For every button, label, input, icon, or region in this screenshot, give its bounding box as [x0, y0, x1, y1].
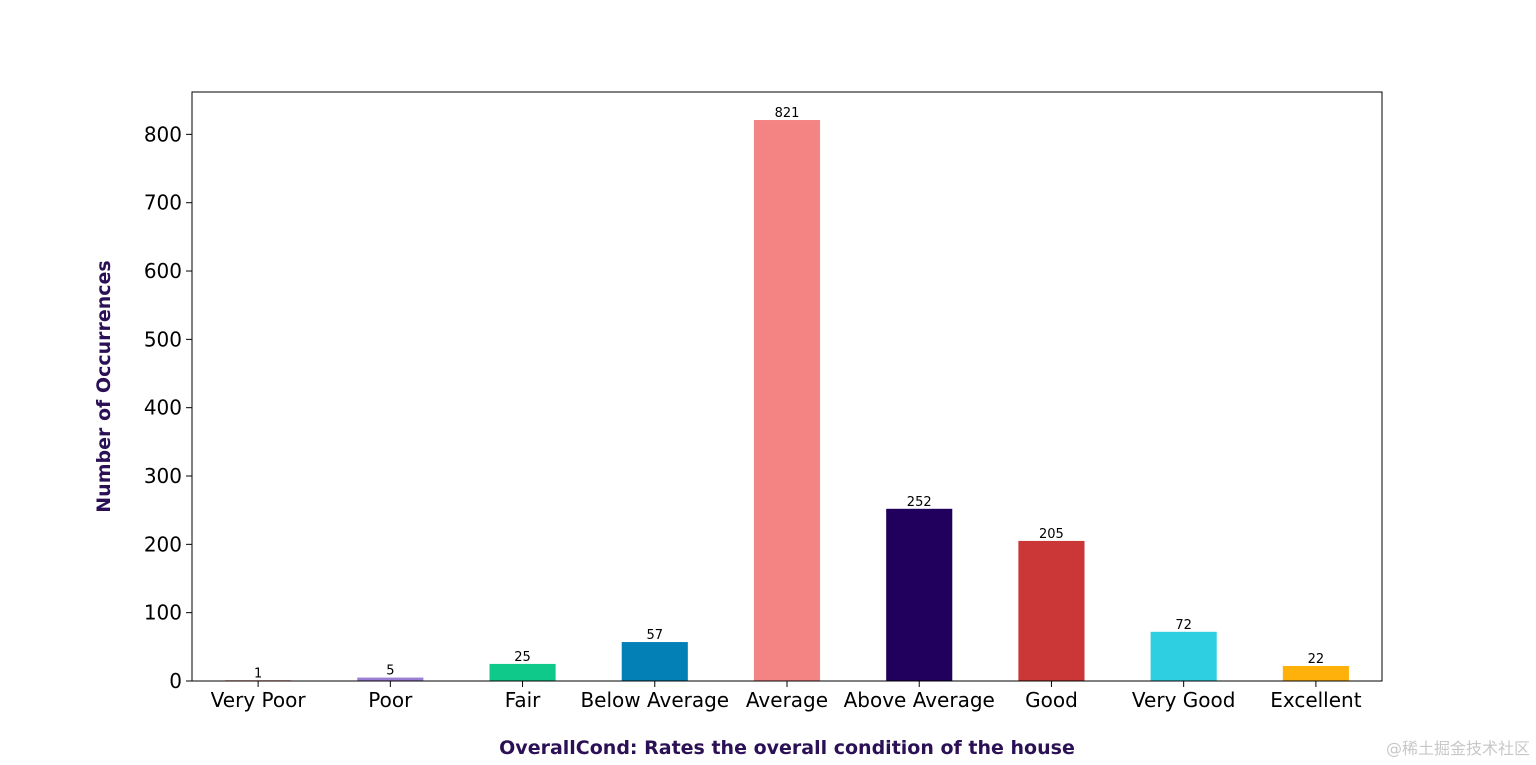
x-tick-label: Below Average [580, 688, 729, 712]
y-tick-label: 700 [144, 191, 182, 215]
bar-average [753, 120, 821, 682]
x-tick-label: Poor [368, 688, 413, 712]
y-tick-label: 400 [144, 396, 182, 420]
bar-value-label: 252 [907, 495, 932, 510]
bar-value-label: 205 [1039, 527, 1064, 542]
bar-value-label: 25 [514, 650, 531, 665]
bar-value-label: 57 [647, 628, 664, 643]
bar-poor [357, 677, 424, 681]
bar-labels-group: 1 5 25 57 821 252 205 72 22 [254, 106, 1324, 681]
x-tick-label: Excellent [1270, 688, 1362, 712]
y-tick-label: 100 [144, 601, 182, 625]
bar-good [1018, 540, 1085, 681]
x-tick-label: Good [1025, 688, 1078, 712]
bar-very-good [1150, 631, 1217, 681]
bar-below-average [621, 642, 688, 681]
y-axis-title: Number of Occurrences [93, 260, 115, 512]
bar-value-label: 5 [386, 664, 394, 679]
y-tick-label: 600 [144, 259, 182, 283]
y-tick-label: 200 [144, 532, 182, 556]
x-axis-title: OverallCond: Rates the overall condition… [499, 737, 1075, 759]
bar-value-label: 72 [1175, 618, 1192, 633]
y-tick-label: 500 [144, 327, 182, 351]
x-tick-label: Above Average [844, 688, 995, 712]
x-tick-label: Very Poor [211, 688, 307, 712]
x-tick-label: Fair [505, 688, 541, 712]
x-tick-label: Average [746, 688, 828, 712]
x-axis-ticks: Very Poor Poor Fair Below Average Average Abo… [211, 681, 1362, 712]
bar-excellent [1282, 665, 1349, 681]
y-tick-label: 300 [144, 464, 182, 488]
bar-value-label: 1 [254, 666, 262, 681]
bars-group [225, 120, 1349, 682]
x-tick-label: Very Good [1132, 688, 1236, 712]
bar-value-label: 821 [775, 106, 800, 121]
bar-fair [489, 663, 556, 681]
bar-value-label: 22 [1308, 652, 1325, 667]
bar-above-average [886, 508, 953, 681]
y-tick-label: 0 [169, 669, 182, 693]
y-axis-ticks: 0 100 200 300 400 500 600 700 800 [144, 122, 192, 693]
y-tick-label: 800 [144, 122, 182, 146]
watermark-text: @稀土掘金技术社区 [1385, 739, 1530, 758]
